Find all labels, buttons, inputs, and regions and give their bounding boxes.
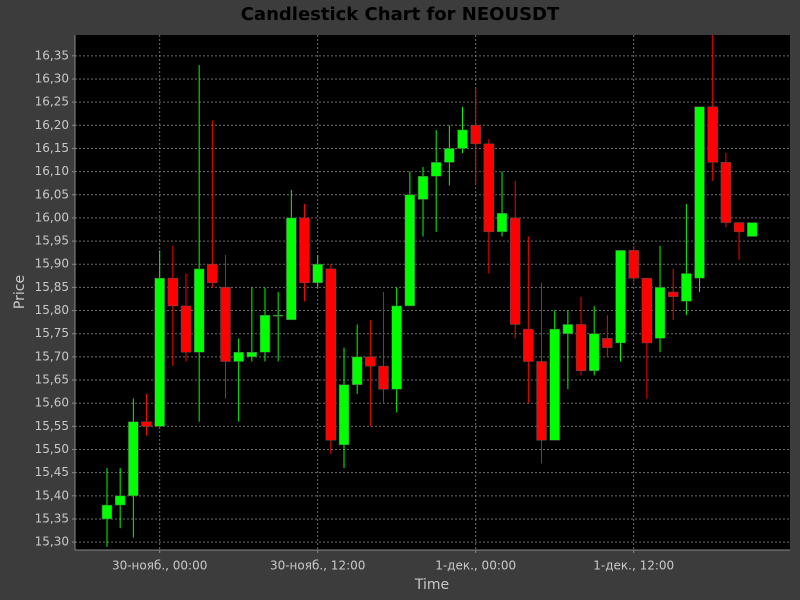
- y-tick-label: 16,00: [35, 210, 69, 224]
- candle-body: [615, 250, 626, 344]
- candle-body: [259, 314, 271, 353]
- y-tick-label: 16,10: [35, 164, 69, 178]
- y-tick-label: 16,15: [35, 141, 69, 155]
- candle-body: [628, 250, 639, 279]
- y-tick-label: 15,30: [35, 535, 69, 549]
- x-tick-label: 1-дек., 12:00: [593, 559, 674, 573]
- candle-body: [444, 148, 455, 163]
- candle-body: [114, 495, 126, 506]
- candle-body: [575, 324, 587, 372]
- candle-body: [457, 129, 468, 149]
- candle-body: [312, 263, 323, 284]
- y-tick-label: 16,20: [35, 118, 69, 132]
- candle-body: [272, 314, 284, 317]
- y-tick-label: 16,25: [35, 95, 69, 109]
- x-tick-label: 30-нояб., 12:00: [270, 559, 365, 573]
- candle-body: [668, 291, 679, 297]
- candle-body: [128, 421, 139, 497]
- y-tick-label: 15,40: [35, 488, 69, 502]
- candle-body: [299, 217, 310, 284]
- y-tick-label: 15,70: [35, 349, 69, 363]
- candle-body: [470, 125, 481, 145]
- x-axis-label: Time: [414, 577, 449, 593]
- y-tick-label: 16,35: [35, 48, 69, 62]
- y-tick-label: 16,05: [35, 187, 69, 201]
- y-tick-label: 15,65: [35, 373, 69, 387]
- candle-body: [536, 361, 547, 441]
- candle-body: [167, 277, 179, 307]
- candle-body: [193, 268, 205, 353]
- candle-body: [681, 273, 692, 302]
- candle-body: [747, 222, 758, 237]
- x-tick-label: 1-дек., 00:00: [435, 559, 516, 573]
- y-tick-label: 15,75: [35, 326, 69, 340]
- y-tick-label: 16,30: [35, 71, 69, 85]
- candle-body: [207, 263, 218, 284]
- candle-body: [707, 106, 718, 163]
- candle-body: [246, 351, 258, 358]
- candle-body: [510, 217, 521, 325]
- candle-body: [733, 222, 745, 233]
- candle-body: [351, 356, 363, 385]
- candle-body: [378, 365, 389, 390]
- y-tick-label: 15,90: [35, 257, 69, 271]
- candle-body: [720, 162, 732, 223]
- x-tick-label: 30-нояб., 00:00: [112, 559, 207, 573]
- candle-body: [404, 194, 416, 307]
- y-axis-label: Price: [12, 275, 28, 309]
- candle-body: [325, 268, 337, 441]
- y-tick-label: 15,80: [35, 303, 69, 317]
- y-tick-label: 15,60: [35, 396, 69, 410]
- candle-body: [523, 328, 534, 362]
- y-tick-label: 15,95: [35, 234, 69, 248]
- candle-body: [391, 305, 402, 390]
- candle-body: [220, 287, 231, 362]
- candle-body: [694, 106, 705, 279]
- candle-body: [430, 162, 442, 177]
- candle-body: [602, 338, 613, 348]
- candle-body: [365, 356, 376, 367]
- y-tick-label: 15,50: [35, 442, 69, 456]
- candles: [101, 35, 758, 547]
- candle-body: [154, 277, 165, 427]
- candle-body: [233, 351, 244, 362]
- candle-body: [549, 328, 560, 441]
- candle-body: [483, 143, 495, 233]
- candle-body: [589, 333, 600, 372]
- candle-body: [141, 421, 152, 427]
- candle-body: [101, 504, 113, 520]
- y-tick-label: 15,45: [35, 465, 69, 479]
- y-tick-label: 15,85: [35, 280, 69, 294]
- candle-body: [180, 305, 192, 353]
- candle-body: [338, 384, 350, 446]
- y-tick-label: 15,35: [35, 511, 69, 525]
- candle-body: [496, 213, 508, 233]
- candle-body: [641, 277, 653, 344]
- candle-body: [286, 217, 297, 321]
- candle-body: [654, 287, 666, 339]
- candle-body: [562, 324, 574, 334]
- y-tick-label: 15,55: [35, 419, 69, 433]
- candle-body: [417, 176, 429, 200]
- chart-title: Candlestick Chart for NEOUSDT: [241, 4, 560, 25]
